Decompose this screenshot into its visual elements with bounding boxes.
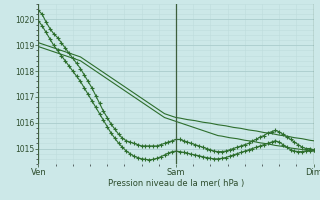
X-axis label: Pression niveau de la mer( hPa ): Pression niveau de la mer( hPa ): [108, 179, 244, 188]
